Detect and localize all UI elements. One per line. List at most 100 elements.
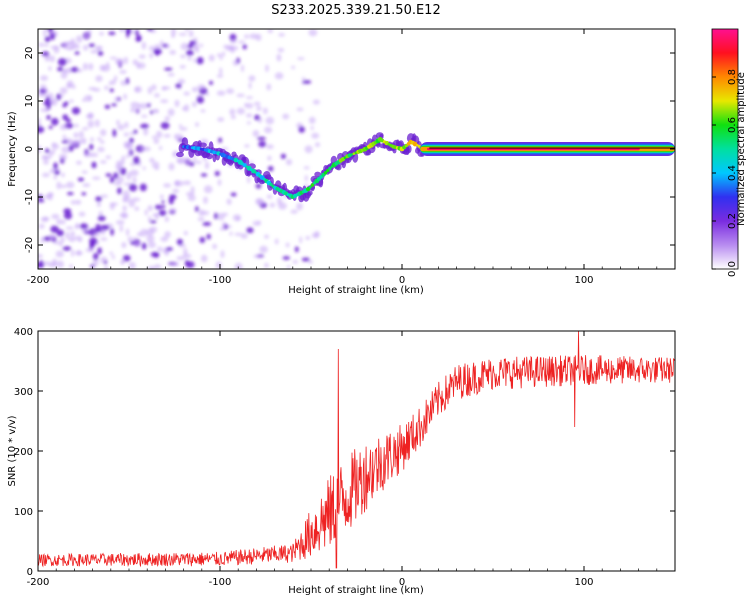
noise-blob bbox=[113, 172, 119, 179]
noise-blob bbox=[202, 221, 212, 226]
noise-blob bbox=[65, 226, 74, 230]
noise-blob bbox=[170, 262, 180, 267]
noise-blob bbox=[133, 241, 141, 247]
noise-blob bbox=[128, 183, 138, 192]
noise-blob bbox=[40, 216, 49, 222]
noise-blob bbox=[182, 106, 187, 111]
noise-blob bbox=[216, 53, 223, 57]
noise-blob bbox=[38, 254, 43, 259]
track-halo bbox=[314, 171, 321, 177]
noise-blob bbox=[147, 241, 156, 248]
noise-blob bbox=[40, 75, 49, 81]
noise-blob bbox=[314, 142, 321, 148]
noise-blob bbox=[93, 252, 99, 261]
noise-blob bbox=[38, 118, 42, 122]
noise-blob bbox=[164, 216, 169, 223]
noise-blob bbox=[109, 251, 113, 255]
noise-blob bbox=[159, 145, 163, 151]
noise-blob bbox=[199, 43, 204, 48]
noise-blob bbox=[141, 114, 148, 118]
noise-blob bbox=[203, 196, 208, 204]
noise-blob bbox=[73, 132, 79, 139]
snr-plot-area bbox=[38, 331, 675, 571]
noise-blob bbox=[206, 233, 211, 240]
track-core bbox=[350, 153, 354, 156]
noise-blob bbox=[48, 66, 52, 71]
noise-blob bbox=[164, 248, 169, 257]
noise-blob bbox=[135, 37, 141, 42]
noise-blob bbox=[215, 261, 222, 269]
noise-blob bbox=[208, 54, 215, 62]
noise-blob bbox=[217, 179, 222, 186]
noise-blob bbox=[94, 119, 100, 128]
noise-blob bbox=[66, 181, 75, 189]
track-halo bbox=[181, 137, 189, 148]
noise-blob bbox=[58, 153, 68, 159]
noise-blob bbox=[277, 48, 285, 53]
noise-blob bbox=[179, 65, 186, 69]
noise-blob bbox=[229, 33, 237, 42]
noise-blob bbox=[311, 132, 320, 139]
noise-blob bbox=[160, 99, 169, 104]
noise-blob bbox=[76, 35, 83, 43]
noise-blob bbox=[139, 103, 148, 109]
noise-blob bbox=[129, 169, 139, 177]
noise-blob bbox=[314, 230, 320, 238]
noise-blob bbox=[152, 108, 160, 114]
noise-blob bbox=[56, 93, 62, 101]
noise-blob bbox=[266, 144, 274, 149]
noise-blob bbox=[117, 124, 125, 131]
noise-blob bbox=[68, 144, 74, 152]
noise-blob bbox=[162, 43, 168, 48]
noise-blob bbox=[230, 192, 237, 197]
noise-blob bbox=[135, 108, 141, 114]
noise-blob bbox=[131, 29, 135, 35]
noise-blob bbox=[214, 212, 218, 220]
noise-blob bbox=[51, 117, 59, 126]
noise-blob bbox=[197, 84, 206, 90]
noise-blob bbox=[221, 221, 227, 229]
noise-blob bbox=[73, 44, 80, 50]
spectrogram-y-tick-label: -20 bbox=[24, 237, 35, 253]
noise-blob bbox=[184, 157, 191, 165]
noise-blob bbox=[163, 183, 172, 188]
carrier-band bbox=[420, 142, 675, 156]
noise-blob bbox=[259, 245, 268, 254]
noise-blob bbox=[296, 202, 303, 211]
noise-blob bbox=[274, 238, 279, 245]
noise-blob bbox=[133, 156, 140, 165]
colorbar-label: Normalized spectral amplitude bbox=[736, 72, 747, 226]
noise-blob bbox=[196, 56, 204, 65]
noise-blob bbox=[78, 130, 84, 139]
noise-blob bbox=[264, 234, 269, 239]
noise-blob bbox=[236, 107, 245, 115]
track-core bbox=[328, 166, 332, 171]
noise-blob bbox=[122, 197, 127, 203]
noise-blob bbox=[222, 51, 226, 57]
noise-blob bbox=[302, 80, 312, 84]
noise-blob bbox=[100, 194, 109, 198]
noise-blob bbox=[174, 99, 180, 108]
noise-blob bbox=[124, 121, 129, 129]
noise-blob bbox=[248, 82, 252, 90]
noise-blob bbox=[291, 65, 295, 70]
spectrogram-x-axis-label: Height of straight line (km) bbox=[288, 285, 424, 296]
noise-blob bbox=[308, 29, 318, 37]
noise-blob bbox=[179, 126, 188, 131]
noise-blob bbox=[265, 116, 275, 125]
noise-blob bbox=[204, 161, 210, 170]
noise-blob bbox=[274, 72, 284, 80]
noise-blob bbox=[60, 236, 65, 244]
noise-blob bbox=[230, 115, 236, 120]
noise-blob bbox=[249, 33, 258, 39]
noise-blob bbox=[99, 31, 104, 36]
noise-blob bbox=[127, 149, 132, 155]
track-core bbox=[306, 187, 311, 192]
noise-blob bbox=[208, 80, 214, 85]
noise-blob bbox=[159, 194, 164, 200]
noise-blob bbox=[154, 93, 160, 98]
track-halo bbox=[206, 153, 213, 160]
noise-blob bbox=[266, 194, 273, 199]
noise-blob bbox=[154, 264, 161, 269]
noise-blob bbox=[178, 124, 183, 128]
